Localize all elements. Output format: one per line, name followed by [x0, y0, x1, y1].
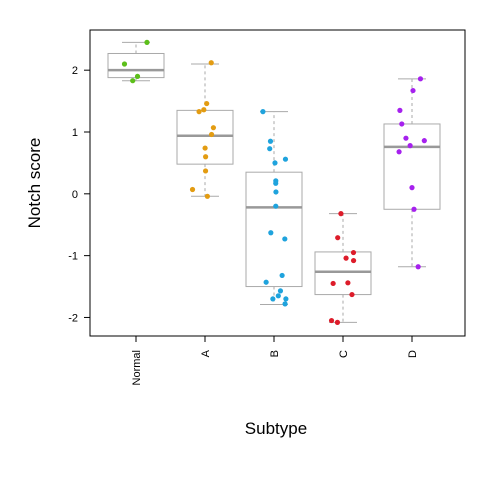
data-point: [260, 109, 266, 115]
data-point: [210, 125, 217, 131]
x-tick-label: Normal: [131, 350, 143, 385]
data-point: [196, 109, 202, 115]
box-iqr: [383, 123, 441, 210]
data-point: [279, 272, 285, 279]
data-point: [350, 257, 357, 264]
data-point: [130, 78, 136, 84]
data-point: [409, 185, 415, 191]
plot-area: [107, 39, 441, 325]
data-point: [397, 107, 403, 113]
data-point: [144, 39, 150, 45]
data-point: [282, 156, 289, 162]
data-point: [334, 319, 341, 325]
data-point: [411, 206, 417, 212]
data-point: [121, 61, 128, 67]
box-d: [383, 78, 441, 268]
data-point: [201, 107, 207, 113]
data-point: [267, 138, 274, 144]
data-point: [268, 230, 274, 236]
x-tick-label: C: [338, 350, 350, 358]
data-point: [282, 236, 288, 242]
y-tick-label: -1: [68, 251, 78, 263]
points-d: [396, 76, 427, 270]
y-axis-title: Notch score: [25, 138, 44, 229]
box-c: [314, 213, 372, 323]
y-tick-label: 2: [72, 65, 78, 77]
data-point: [202, 145, 208, 151]
data-point: [273, 203, 279, 209]
data-point: [263, 279, 269, 285]
data-point: [202, 168, 209, 174]
data-point: [189, 186, 196, 193]
data-point: [330, 280, 336, 287]
data-point: [204, 100, 210, 107]
data-point: [208, 131, 215, 138]
data-point: [204, 193, 211, 199]
data-point: [396, 149, 402, 155]
points-b: [260, 109, 289, 307]
data-point: [283, 296, 289, 302]
y-tick-label: -2: [68, 312, 78, 324]
data-point: [203, 154, 209, 160]
data-point: [273, 180, 279, 186]
x-tick-label: A: [200, 349, 212, 357]
data-point: [275, 293, 281, 299]
data-point: [403, 135, 409, 141]
data-point: [417, 76, 424, 82]
data-point: [410, 87, 416, 94]
data-point: [415, 264, 421, 270]
box-iqr: [314, 251, 372, 296]
data-point: [349, 291, 355, 298]
box-iqr: [245, 171, 303, 288]
data-point: [335, 235, 341, 241]
points-c: [328, 211, 357, 325]
axes: -2 -1 0 1 2 Normal A B C D: [68, 65, 419, 385]
data-point: [272, 160, 278, 166]
y-tick-label: 1: [72, 127, 78, 139]
points-normal: [121, 39, 150, 84]
data-point: [345, 280, 351, 286]
x-axis-title: Subtype: [245, 419, 307, 438]
plot-frame: [89, 29, 466, 337]
x-tick-label: B: [269, 350, 281, 357]
data-point: [338, 211, 344, 217]
data-point: [277, 288, 284, 294]
data-point: [273, 189, 279, 195]
data-point: [407, 143, 413, 149]
y-tick-label: 0: [72, 189, 78, 201]
x-tick-label: D: [407, 350, 419, 358]
data-point: [270, 296, 276, 302]
data-point: [421, 138, 427, 144]
data-point: [267, 146, 273, 152]
box-iqr: [107, 52, 165, 79]
data-point: [208, 60, 214, 66]
data-point: [282, 301, 288, 307]
data-point: [328, 317, 335, 324]
data-point: [350, 249, 357, 256]
data-point: [134, 73, 141, 79]
data-point: [343, 255, 349, 261]
data-point: [399, 121, 405, 127]
points-a: [189, 60, 217, 199]
